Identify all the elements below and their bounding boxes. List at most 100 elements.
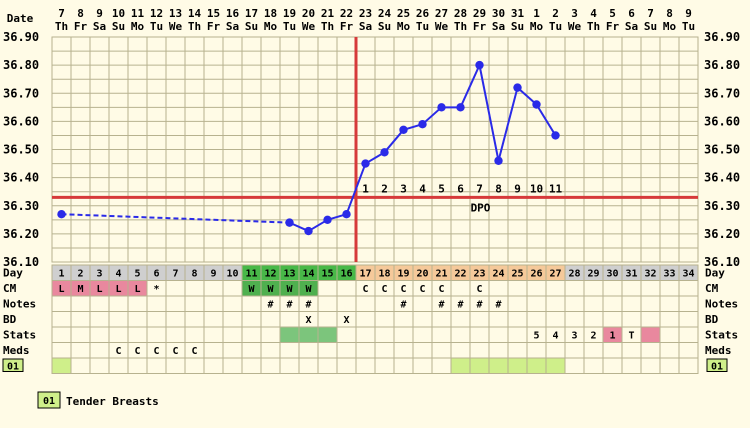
row-meds-cell: [583, 342, 604, 359]
row-cm-cell: [564, 280, 585, 297]
row-meds-cell: [412, 342, 433, 359]
row-symptom-cell: [127, 357, 148, 374]
dpo-number: 7: [476, 182, 483, 195]
weekday-tick-label: Fr: [606, 20, 620, 33]
row-notes-cell: [222, 295, 243, 312]
temp-point: [456, 103, 465, 112]
row-cm-cell: [507, 280, 528, 297]
row-symptom-cell: [393, 357, 414, 374]
row-bd-cell: [127, 311, 148, 328]
weekday-tick-label: Sa: [226, 20, 239, 33]
dpo-number: 3: [400, 182, 407, 195]
row-stats-cell: [450, 326, 471, 343]
temp-point: [494, 156, 503, 165]
date-tick-label: 21: [321, 7, 335, 20]
row-day-cell-text: 31: [625, 269, 637, 280]
row-notes-cell: [374, 295, 395, 312]
row-meds-cell: [526, 342, 547, 359]
date-tick-label: 17: [245, 7, 258, 20]
row-stats-cell: [469, 326, 490, 343]
weekday-tick-label: Sa: [625, 20, 638, 33]
row-notes-cell: [184, 295, 205, 312]
y-tick-label-right: 36.20: [704, 227, 740, 241]
row-stats-cell: [355, 326, 376, 343]
row-bd-cell: [526, 311, 547, 328]
y-tick-label-right: 36.10: [704, 255, 740, 269]
row-cm-cell-text: C: [476, 284, 482, 295]
row-day-cell-text: 12: [264, 269, 276, 280]
weekday-tick-label: Th: [587, 20, 600, 33]
row-symptom-cell: [488, 357, 509, 374]
row-notes-cell-text: #: [476, 300, 482, 311]
row-day-cell-text: 24: [492, 269, 504, 280]
temp-point: [57, 209, 66, 219]
row-symptom-cell: [317, 357, 338, 374]
temp-point: [380, 148, 389, 157]
row-symptom-cell: [298, 357, 319, 374]
row-meds-cell-text: C: [172, 346, 178, 357]
date-tick-label: 6: [628, 7, 635, 20]
row-day-cell-text: 10: [226, 269, 238, 280]
row-cm-cell-text: L: [58, 284, 64, 295]
row-day-cell-text: 5: [134, 269, 140, 280]
weekday-tick-label: Sa: [492, 20, 505, 33]
row-bd-cell: [469, 311, 490, 328]
row-meds-cell: [374, 342, 395, 359]
row-cm-cell: [659, 280, 680, 297]
y-tick-label-left: 36.30: [3, 199, 39, 213]
row-notes-cell: [545, 295, 566, 312]
row-symptom-cell: [146, 357, 167, 374]
row-stats-cell: [241, 326, 262, 343]
weekday-tick-label: Fr: [340, 20, 354, 33]
row-day-cell-text: 27: [549, 269, 561, 280]
temp-line-segment: [383, 129, 405, 153]
row-symptom-cell: [564, 357, 585, 374]
row-meds-label-left: Meds: [3, 344, 30, 357]
row-symptom-cell: [165, 357, 186, 374]
date-tick-label: 16: [226, 7, 240, 20]
row-symptom-cell: [431, 357, 452, 374]
temp-line-segment: [345, 163, 367, 215]
row-cm-cell: [678, 280, 699, 297]
row-symptom-cell: [640, 357, 661, 374]
row-day-cell-text: 28: [568, 269, 580, 280]
row-meds-cell-text: C: [134, 346, 140, 357]
row-meds-cell: [488, 342, 509, 359]
row-bd-cell-text: X: [305, 315, 311, 326]
weekday-tick-label: Sa: [359, 20, 372, 33]
row-bd-label-left: BD: [3, 313, 17, 326]
row-stats-cell: [298, 326, 319, 343]
row-notes-cell: [127, 295, 148, 312]
weekday-tick-label: Tu: [416, 20, 429, 33]
date-tick-label: 7: [58, 7, 65, 20]
row-cm-cell: [184, 280, 205, 297]
row-stats-cell: [659, 326, 680, 343]
row-stats-cell-text: 4: [552, 331, 558, 342]
row-meds-cell: [298, 342, 319, 359]
row-bd-cell: [355, 311, 376, 328]
row-cm-cell: [222, 280, 243, 297]
date-tick-label: 26: [416, 7, 430, 20]
row-cm-cell: [640, 280, 661, 297]
row-bd-cell: [431, 311, 452, 328]
row-cm-cell-text: *: [153, 284, 159, 295]
row-meds-cell: [355, 342, 376, 359]
row-notes-cell-text: #: [267, 300, 273, 311]
row-day-cell-text: 26: [530, 269, 542, 280]
date-tick-label: 25: [397, 7, 410, 20]
row-bd-cell: [545, 311, 566, 328]
y-tick-label-right: 36.80: [704, 58, 740, 72]
row-bd-cell: [602, 311, 623, 328]
row-day-cell-text: 33: [663, 269, 675, 280]
row-notes-label-left: Notes: [3, 298, 36, 311]
dpo-label: DPO: [471, 201, 491, 214]
date-tick-label: 28: [454, 7, 467, 20]
date-tick-label: 14: [188, 7, 202, 20]
row-bd-cell: [203, 311, 224, 328]
row-symptom-cell: [203, 357, 224, 374]
date-tick-label: 2: [552, 7, 559, 20]
row-notes-cell: [640, 295, 661, 312]
row-symptom-cell: [355, 357, 376, 374]
row-day-cell-text: 20: [416, 269, 428, 280]
row-symptom-cell: [602, 357, 623, 374]
